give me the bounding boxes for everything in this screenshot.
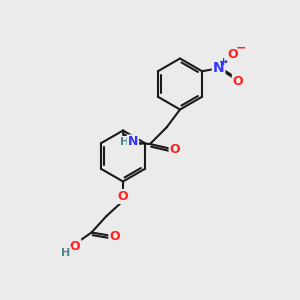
- Text: N: N: [213, 61, 224, 75]
- Text: O: O: [233, 75, 243, 88]
- Text: O: O: [169, 143, 180, 157]
- Text: H: H: [61, 248, 70, 258]
- Text: +: +: [218, 57, 228, 67]
- Text: O: O: [228, 48, 238, 61]
- Text: O: O: [118, 190, 128, 203]
- Text: O: O: [109, 230, 120, 244]
- Text: H: H: [121, 137, 130, 147]
- Text: −: −: [235, 42, 246, 55]
- Text: O: O: [70, 239, 80, 253]
- Text: N: N: [128, 135, 138, 148]
